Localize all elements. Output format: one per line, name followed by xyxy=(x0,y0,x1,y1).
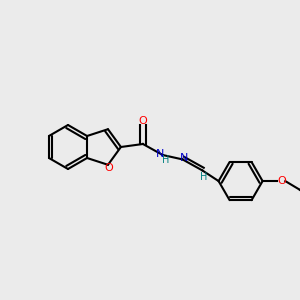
Text: O: O xyxy=(139,116,147,126)
Text: H: H xyxy=(162,155,169,165)
Text: O: O xyxy=(277,176,286,186)
Text: N: N xyxy=(155,149,164,159)
Text: N: N xyxy=(180,153,189,164)
Text: O: O xyxy=(105,163,113,173)
Text: H: H xyxy=(200,172,207,182)
